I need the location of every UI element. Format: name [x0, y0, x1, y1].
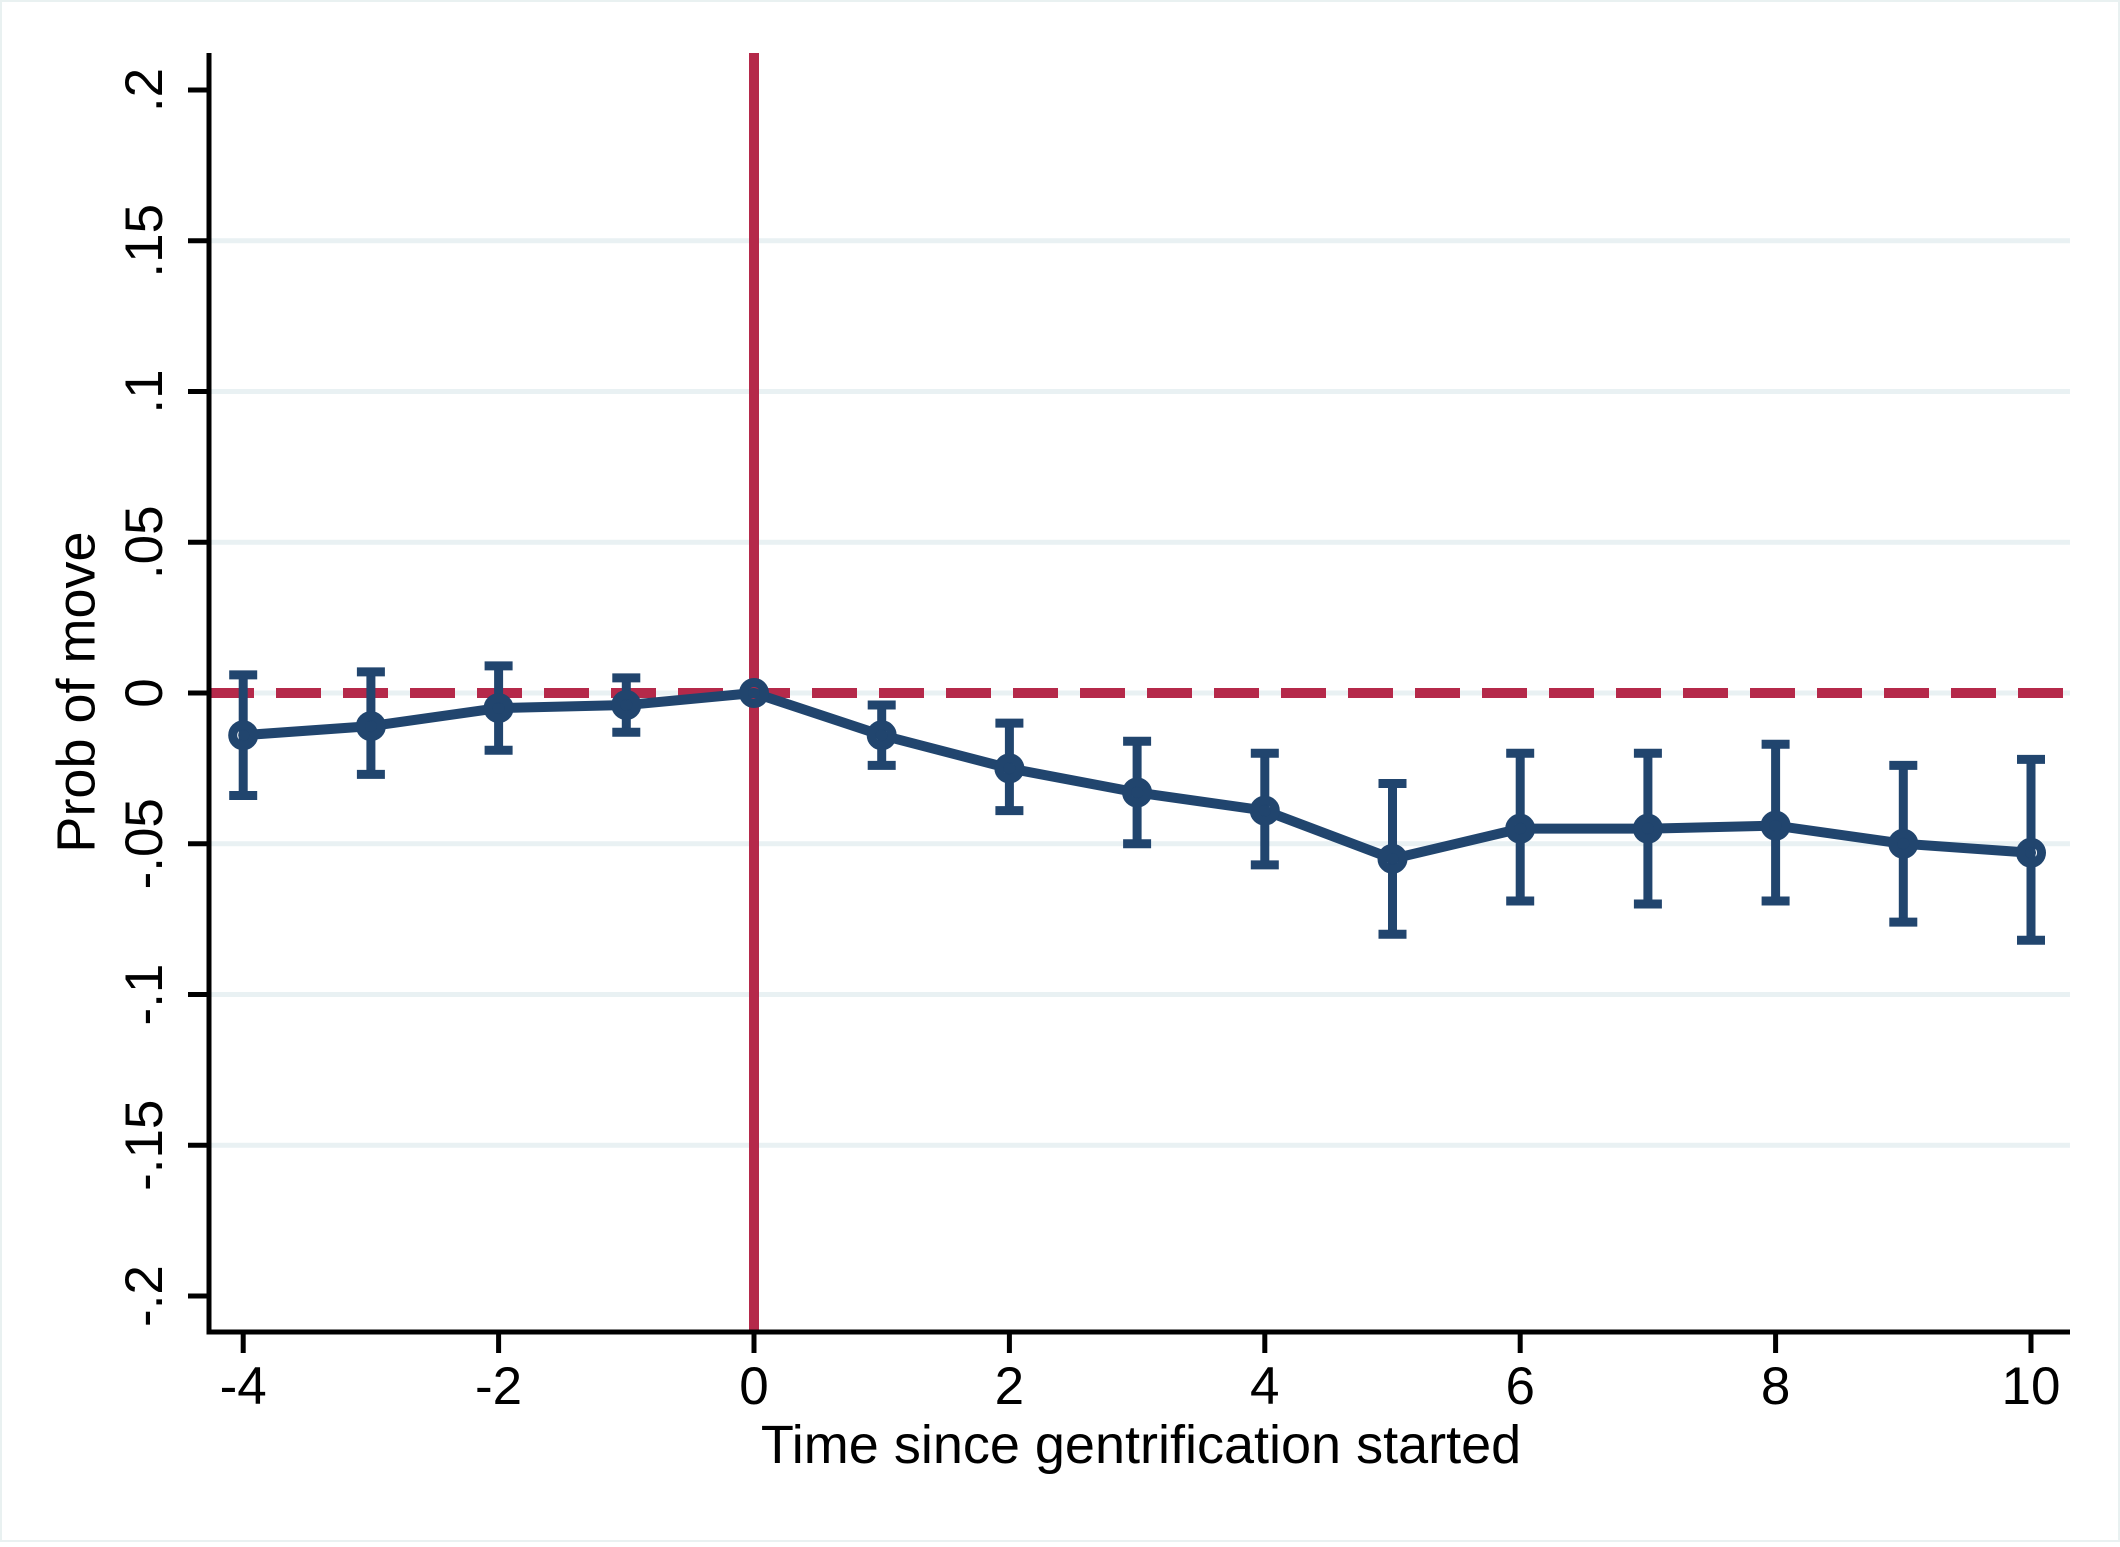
y-axis-title: Prob of move [46, 531, 106, 852]
x-tick-label: -4 [220, 1357, 267, 1416]
data-point-marker [994, 753, 1025, 784]
data-point-marker [866, 720, 897, 751]
x-tick-label: 4 [1250, 1357, 1279, 1416]
axes-layer: .2 .15 .1 .05 0 -.05 -.1 -.15 -.2 -4 -2 0 2 4 6 8 10 [115, 53, 2070, 1416]
data-point-marker [1122, 777, 1153, 808]
y-tick-label: .2 [115, 68, 174, 112]
data-point-marker [2016, 837, 2046, 868]
data-point-marker [739, 678, 769, 708]
y-tick-label: 0 [115, 678, 174, 707]
data-point-marker [355, 711, 386, 742]
data-point-marker [1760, 810, 1791, 841]
y-tick-label: -.15 [115, 1100, 174, 1191]
estimate-line [238, 688, 2036, 864]
data-point-marker [1505, 813, 1536, 844]
x-tick-label: 0 [739, 1357, 768, 1416]
x-tick-label: 6 [1505, 1357, 1534, 1416]
y-tick-label: -.05 [115, 798, 174, 889]
x-axis-title: Time since gentrification started [761, 1415, 1521, 1475]
data-point-marker [611, 690, 642, 721]
data-point-marker [483, 693, 514, 724]
y-tick-label: -.2 [115, 1265, 174, 1327]
data-point-marker [1249, 795, 1280, 826]
y-tick-label: .15 [115, 204, 174, 278]
y-tick-label: .1 [115, 369, 174, 413]
x-tick-label: 2 [995, 1357, 1024, 1416]
data-point-marker [1888, 828, 1919, 859]
x-tick-label: 10 [2002, 1357, 2061, 1416]
x-tick-label: 8 [1761, 1357, 1790, 1416]
y-tick-label: -.1 [115, 964, 174, 1026]
x-tick-label: -2 [475, 1357, 522, 1416]
data-point-marker [228, 720, 259, 751]
data-point-marker [1377, 843, 1408, 874]
data-series-layer [228, 661, 2046, 945]
data-point-marker [1632, 813, 1663, 844]
y-tick-label: .05 [115, 505, 174, 579]
